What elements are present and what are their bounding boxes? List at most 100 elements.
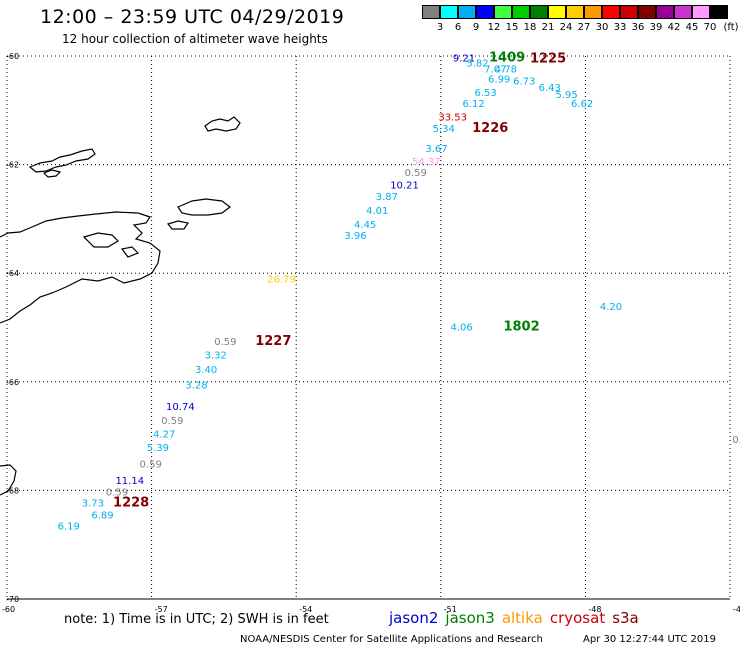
scale-swatch [602,5,620,19]
coastline-inner-island [82,232,119,248]
pass-time-label: 1226 [472,121,508,136]
scale-swatch [692,5,710,19]
scale-swatch [566,5,584,19]
scale-label: 6 [454,22,462,33]
lon-tick-label: -51 [444,605,457,614]
wave-height-label: 6.62 [571,99,593,110]
scale-swatch [620,5,638,19]
lon-tick-label: -57 [155,605,168,614]
scale-label: 21 [541,22,555,33]
lat-tick-label: -70 [6,595,19,604]
wave-height-label: 6.19 [58,522,80,533]
coastline-island-small [42,169,62,178]
wave-height-label: 5.95 [556,90,578,101]
pass-time-label: 1227 [255,334,291,349]
wave-height-label: 0.59 [140,459,162,470]
map-title: 12:00 – 23:59 UTC 04/29/2019 [40,6,345,28]
wave-height-label: 7.07 [484,64,506,75]
legend-altika: altika [501,609,543,627]
pass-time-label: 1225 [530,52,566,67]
observations: 9.21 1409 1225 5.827.074.786.99 6.73 6.43 6.53… [58,51,740,533]
wave-height-label: 6.89 [91,510,113,521]
scale-swatch [440,5,458,19]
coastline-island-tiny [120,246,140,258]
wave-height-label: 54.37 [412,157,441,168]
wave-height-label: 5.82 [466,59,488,70]
legend-jason3: jason3 [445,609,495,627]
wave-height-label: 9.21 [453,54,475,65]
lat-tick-label: -62 [6,161,19,170]
scale-label: 45 [685,22,699,33]
map-subtitle: 12 hour collection of altimeter wave hei… [62,32,328,46]
scale-swatch [638,5,656,19]
pass-time-label: 1409 [489,51,525,66]
coastline-island-mid [177,198,231,216]
wave-height-label: 6.53 [475,88,497,99]
lon-tick-label: -45 [733,605,740,614]
wave-height-label: 0.59 [214,337,236,348]
scale-swatch [584,5,602,19]
scale-label: 36 [631,22,645,33]
scale-label: 18 [523,22,537,33]
axis-labels: -60-62-64-66-68-70-60-57-54-51-48-45 [2,52,740,614]
wave-height-label: 4.01 [366,206,388,217]
lat-tick-label: -60 [6,52,19,61]
scale-swatch [458,5,476,19]
legend-cryosat: cryosat [549,609,606,627]
wave-height-label: 4.20 [600,302,622,313]
satellite-legend: jason2 jason3 altika cryosat s3a [389,609,646,627]
wave-height-label: 10.74 [166,402,195,413]
coastline-island-north [204,116,241,132]
lat-tick-label: -66 [6,378,19,387]
wave-height-label: 6.99 [488,74,510,85]
coastline-south-shetland [28,148,96,173]
wave-height-label: 0.59 [405,168,427,179]
wave-height-label: 3.67 [425,144,447,155]
scale-swatch [476,5,494,19]
wave-height-label: 3.32 [205,351,227,362]
map-gridlines [6,55,731,600]
lon-tick-label: -54 [299,605,312,614]
legend-jason2: jason2 [389,609,439,627]
wave-height-label: 6.73 [513,76,535,87]
lat-tick-label: -68 [6,486,19,495]
scale-swatch [494,5,512,19]
lon-tick-label: -48 [588,605,601,614]
scale-swatch [656,5,674,19]
scale-label: 9 [472,22,480,33]
wave-height-label: 3.28 [185,381,207,392]
coastline-island-east [166,220,189,230]
wave-height-label: 10.21 [390,181,419,192]
scale-label: 3 [436,22,444,33]
scale-unit: (ft) [723,22,739,33]
lon-tick-label: -60 [2,605,15,614]
scale-label: 42 [667,22,681,33]
legend-s3a: s3a [612,609,639,627]
wave-height-label: 6.12 [462,99,484,110]
scale-swatch [512,5,530,19]
coastline-east-fragment [0,464,17,496]
wave-height-label: 4.27 [153,429,175,440]
wave-height-label: 4.06 [450,322,472,333]
scale-label: 30 [595,22,609,33]
wave-height-label: 0.59 [106,487,128,498]
wave-height-label: 33.53 [438,112,467,123]
scale-label: 33 [613,22,627,33]
wave-height-label: 0.43 [732,435,740,446]
credit-footer: NOAA/NESDIS Center for Satellite Applica… [240,634,543,645]
wave-height-label: 3.40 [195,365,217,376]
wave-height-label: 4.78 [495,64,517,75]
wave-height-label: 5.34 [433,124,455,135]
scale-swatch [548,5,566,19]
scale-label: 39 [649,22,663,33]
timestamp: Apr 30 12:27:44 UTC 2019 [583,634,716,645]
wave-height-label: 3.87 [376,192,398,203]
wave-height-label: 4.45 [354,220,376,231]
scale-swatch [710,5,728,19]
wave-height-label: 3.96 [344,231,366,242]
scale-label: 12 [487,22,501,33]
scale-label: 15 [505,22,519,33]
pass-time-label: 1228 [113,495,149,510]
wave-height-label: 26.79 [267,275,296,286]
